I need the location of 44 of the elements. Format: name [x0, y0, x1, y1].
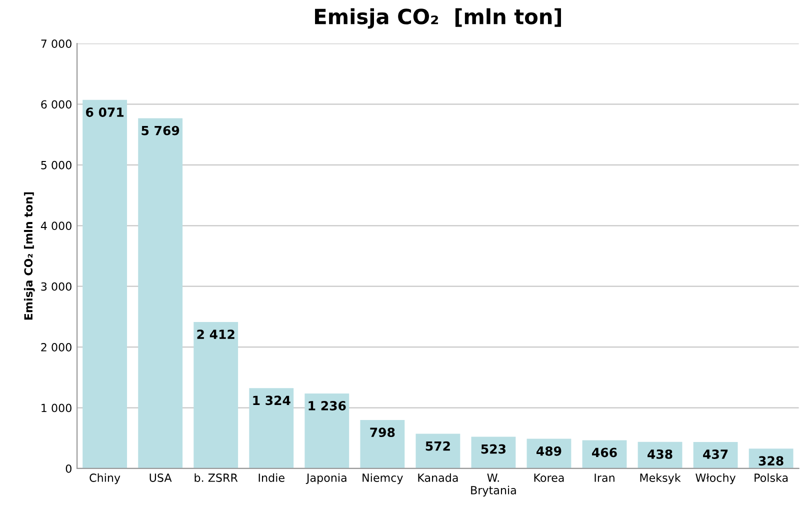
- data-label: 572: [426, 441, 450, 451]
- y-tick-label: 7 000: [41, 39, 72, 48]
- bar: [304, 393, 350, 468]
- y-tick-label: 5 000: [41, 160, 72, 170]
- data-label: 437: [703, 450, 728, 459]
- x-tick-label: Włochy: [696, 473, 736, 484]
- data-label: 328: [758, 456, 784, 466]
- y-tick-label: 1 000: [42, 404, 72, 412]
- bar: [416, 434, 460, 468]
- data-label: 1 324: [253, 396, 290, 406]
- y-tick-label: 6 000: [41, 100, 72, 109]
- data-label: 6 071: [86, 107, 124, 117]
- data-label: 438: [648, 449, 672, 459]
- bar: [138, 118, 183, 468]
- x-tick-label: USA: [150, 474, 172, 482]
- y-tick-label: 0: [66, 464, 72, 473]
- x-tick-label: b. ZSRR: [194, 473, 238, 482]
- data-label: 489: [536, 446, 562, 456]
- y-axis-title: Emisja CO₂ [mln ton]: [24, 192, 35, 320]
- data-label: 1 236: [308, 401, 346, 410]
- data-label: 798: [370, 428, 395, 438]
- x-tick-label: Kanada: [418, 473, 458, 482]
- x-tick-label: Indie: [258, 473, 284, 482]
- bar: [194, 322, 238, 468]
- x-tick-label: Chiny: [90, 473, 120, 484]
- x-tick-label: Polska: [754, 473, 788, 482]
- bar: [360, 420, 405, 468]
- bar: [471, 436, 516, 468]
- data-label: 2 412: [197, 330, 234, 339]
- data-label: 523: [481, 444, 506, 454]
- y-tick-label: 3 000: [41, 282, 72, 291]
- bar: [82, 100, 128, 468]
- x-tick-label: Meksyk: [640, 473, 681, 484]
- y-tick-label: 2 000: [41, 343, 72, 352]
- x-tick-label: Japonia: [306, 473, 346, 484]
- bar: [249, 388, 294, 468]
- data-label: 466: [592, 448, 617, 458]
- x-tick-label: W. Brytania: [471, 474, 516, 497]
- x-tick-label: Korea: [534, 474, 564, 482]
- x-tick-label: Iran: [594, 474, 614, 482]
- chart-title: Emisja CO₂ [mln ton]: [315, 8, 561, 29]
- y-tick-label: 4 000: [40, 222, 72, 230]
- data-label: 5 769: [142, 126, 180, 136]
- x-tick-label: Niemcy: [362, 473, 403, 484]
